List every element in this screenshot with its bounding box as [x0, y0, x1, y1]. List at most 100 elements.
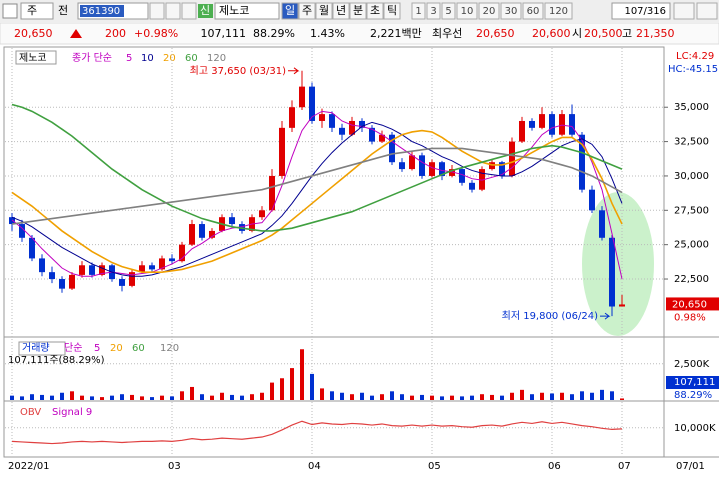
candle-body — [209, 230, 215, 238]
period-button[interactable] — [441, 2, 456, 20]
volume-bar — [510, 392, 514, 400]
x-tick-label: 2022/01 — [8, 461, 50, 472]
period-label[interactable]: 120 — [549, 6, 568, 17]
tab-label[interactable]: 틱 — [387, 4, 397, 17]
tab-button[interactable] — [383, 2, 401, 20]
period-button[interactable] — [500, 2, 522, 20]
code[interactable]: 361390 — [82, 6, 120, 17]
quote-bar — [0, 22, 719, 45]
volume-bar — [310, 373, 314, 400]
volume-bar — [550, 393, 554, 400]
volume-bar — [160, 395, 164, 400]
period-button[interactable] — [426, 2, 441, 20]
volume-bar — [330, 391, 334, 400]
x-tick-label: 05 — [428, 461, 441, 472]
volume-bar — [210, 395, 214, 400]
candle-body — [409, 155, 415, 170]
period-label[interactable]: 10 — [461, 6, 474, 17]
x-tick-label: 04 — [308, 461, 321, 472]
ma-line — [11, 129, 623, 273]
period-button[interactable] — [456, 2, 478, 20]
credit-badge — [198, 4, 213, 18]
candle-body — [199, 224, 205, 238]
volume-bar — [140, 396, 144, 400]
volume-info: 107,111주(88.29%) — [8, 355, 105, 366]
tab-label[interactable]: 월 — [319, 4, 329, 17]
last-change: 0.98% — [674, 312, 706, 323]
period-button[interactable] — [522, 2, 544, 20]
candle-body — [329, 114, 335, 128]
volume-bar — [470, 395, 474, 400]
volume-bar — [420, 394, 424, 400]
tab-label[interactable]: 년 — [336, 4, 346, 17]
period-label[interactable]: 60 — [527, 6, 540, 17]
lc-label: LC:4.29 — [676, 51, 714, 62]
period-label[interactable]: 30 — [505, 6, 518, 17]
name-box[interactable] — [214, 2, 280, 20]
plus-button[interactable] — [696, 2, 718, 20]
volume-bar — [60, 392, 64, 400]
period-button[interactable] — [411, 2, 426, 20]
tab-label[interactable]: 초 — [370, 4, 380, 17]
quote-amount: 2,221백만 — [370, 27, 422, 40]
x-tick-label: 07 — [618, 461, 631, 472]
menu-button[interactable] — [181, 2, 197, 20]
candle-body — [29, 237, 35, 259]
candle-body — [229, 217, 235, 225]
minus-button[interactable] — [673, 2, 695, 20]
tab-button[interactable] — [332, 2, 350, 20]
candle-body — [39, 258, 45, 273]
tab-label[interactable]: 분 — [353, 4, 363, 17]
period-button[interactable] — [478, 2, 500, 20]
ma-line — [11, 103, 623, 232]
market[interactable]: 전 — [58, 4, 68, 17]
sound-button[interactable] — [165, 2, 181, 20]
tab-label[interactable]: 주 — [302, 4, 312, 17]
period-type[interactable]: 주 — [27, 4, 37, 17]
volume-bar — [250, 394, 254, 400]
last-price: 20,650 — [672, 299, 707, 310]
tab-button[interactable] — [349, 2, 367, 20]
candle-body — [429, 162, 435, 176]
tab-button[interactable] — [281, 2, 299, 20]
volume-bar — [540, 392, 544, 400]
tab-button[interactable] — [315, 2, 333, 20]
period-label[interactable]: 20 — [483, 6, 496, 17]
candle-body — [389, 134, 395, 163]
chart-icon[interactable] — [2, 3, 18, 19]
volume-bar — [570, 394, 574, 400]
candle-body — [9, 217, 15, 225]
candle-body — [619, 304, 625, 307]
volume-bar — [230, 394, 234, 400]
counter-box[interactable] — [611, 2, 671, 20]
volume-bar — [270, 382, 274, 400]
quote-volume-ratio: 88.29% — [253, 27, 295, 40]
y-tick-label: 27,500 — [674, 205, 709, 216]
volume-ma-legend: 120 — [160, 343, 179, 354]
candle-body — [549, 114, 555, 135]
period-label[interactable]: 1 — [415, 6, 421, 17]
volume-bar — [20, 396, 24, 400]
period-button[interactable] — [544, 2, 573, 20]
volume-bar — [350, 394, 354, 400]
candle-body — [519, 120, 525, 142]
quote-price: 20,650 — [14, 27, 53, 40]
volume-bar — [340, 392, 344, 400]
period-dropdown[interactable] — [20, 2, 54, 20]
volume-bar — [450, 395, 454, 400]
tab-button[interactable] — [366, 2, 384, 20]
up-arrow — [70, 29, 82, 38]
period-label[interactable]: 5 — [445, 6, 451, 17]
candle-body — [89, 265, 95, 275]
volume-bar — [400, 394, 404, 400]
candle-body — [539, 114, 545, 128]
period-label[interactable]: 3 — [430, 6, 436, 17]
volume-bar — [410, 395, 414, 400]
y-tick-label: 10,000K — [674, 423, 716, 434]
search-button[interactable] — [149, 2, 165, 20]
candle-body — [569, 114, 575, 135]
tab-button[interactable] — [298, 2, 316, 20]
ma-legend: 120 — [207, 53, 226, 64]
tab-label[interactable]: 일 — [285, 3, 295, 17]
volume-bar — [590, 392, 594, 400]
